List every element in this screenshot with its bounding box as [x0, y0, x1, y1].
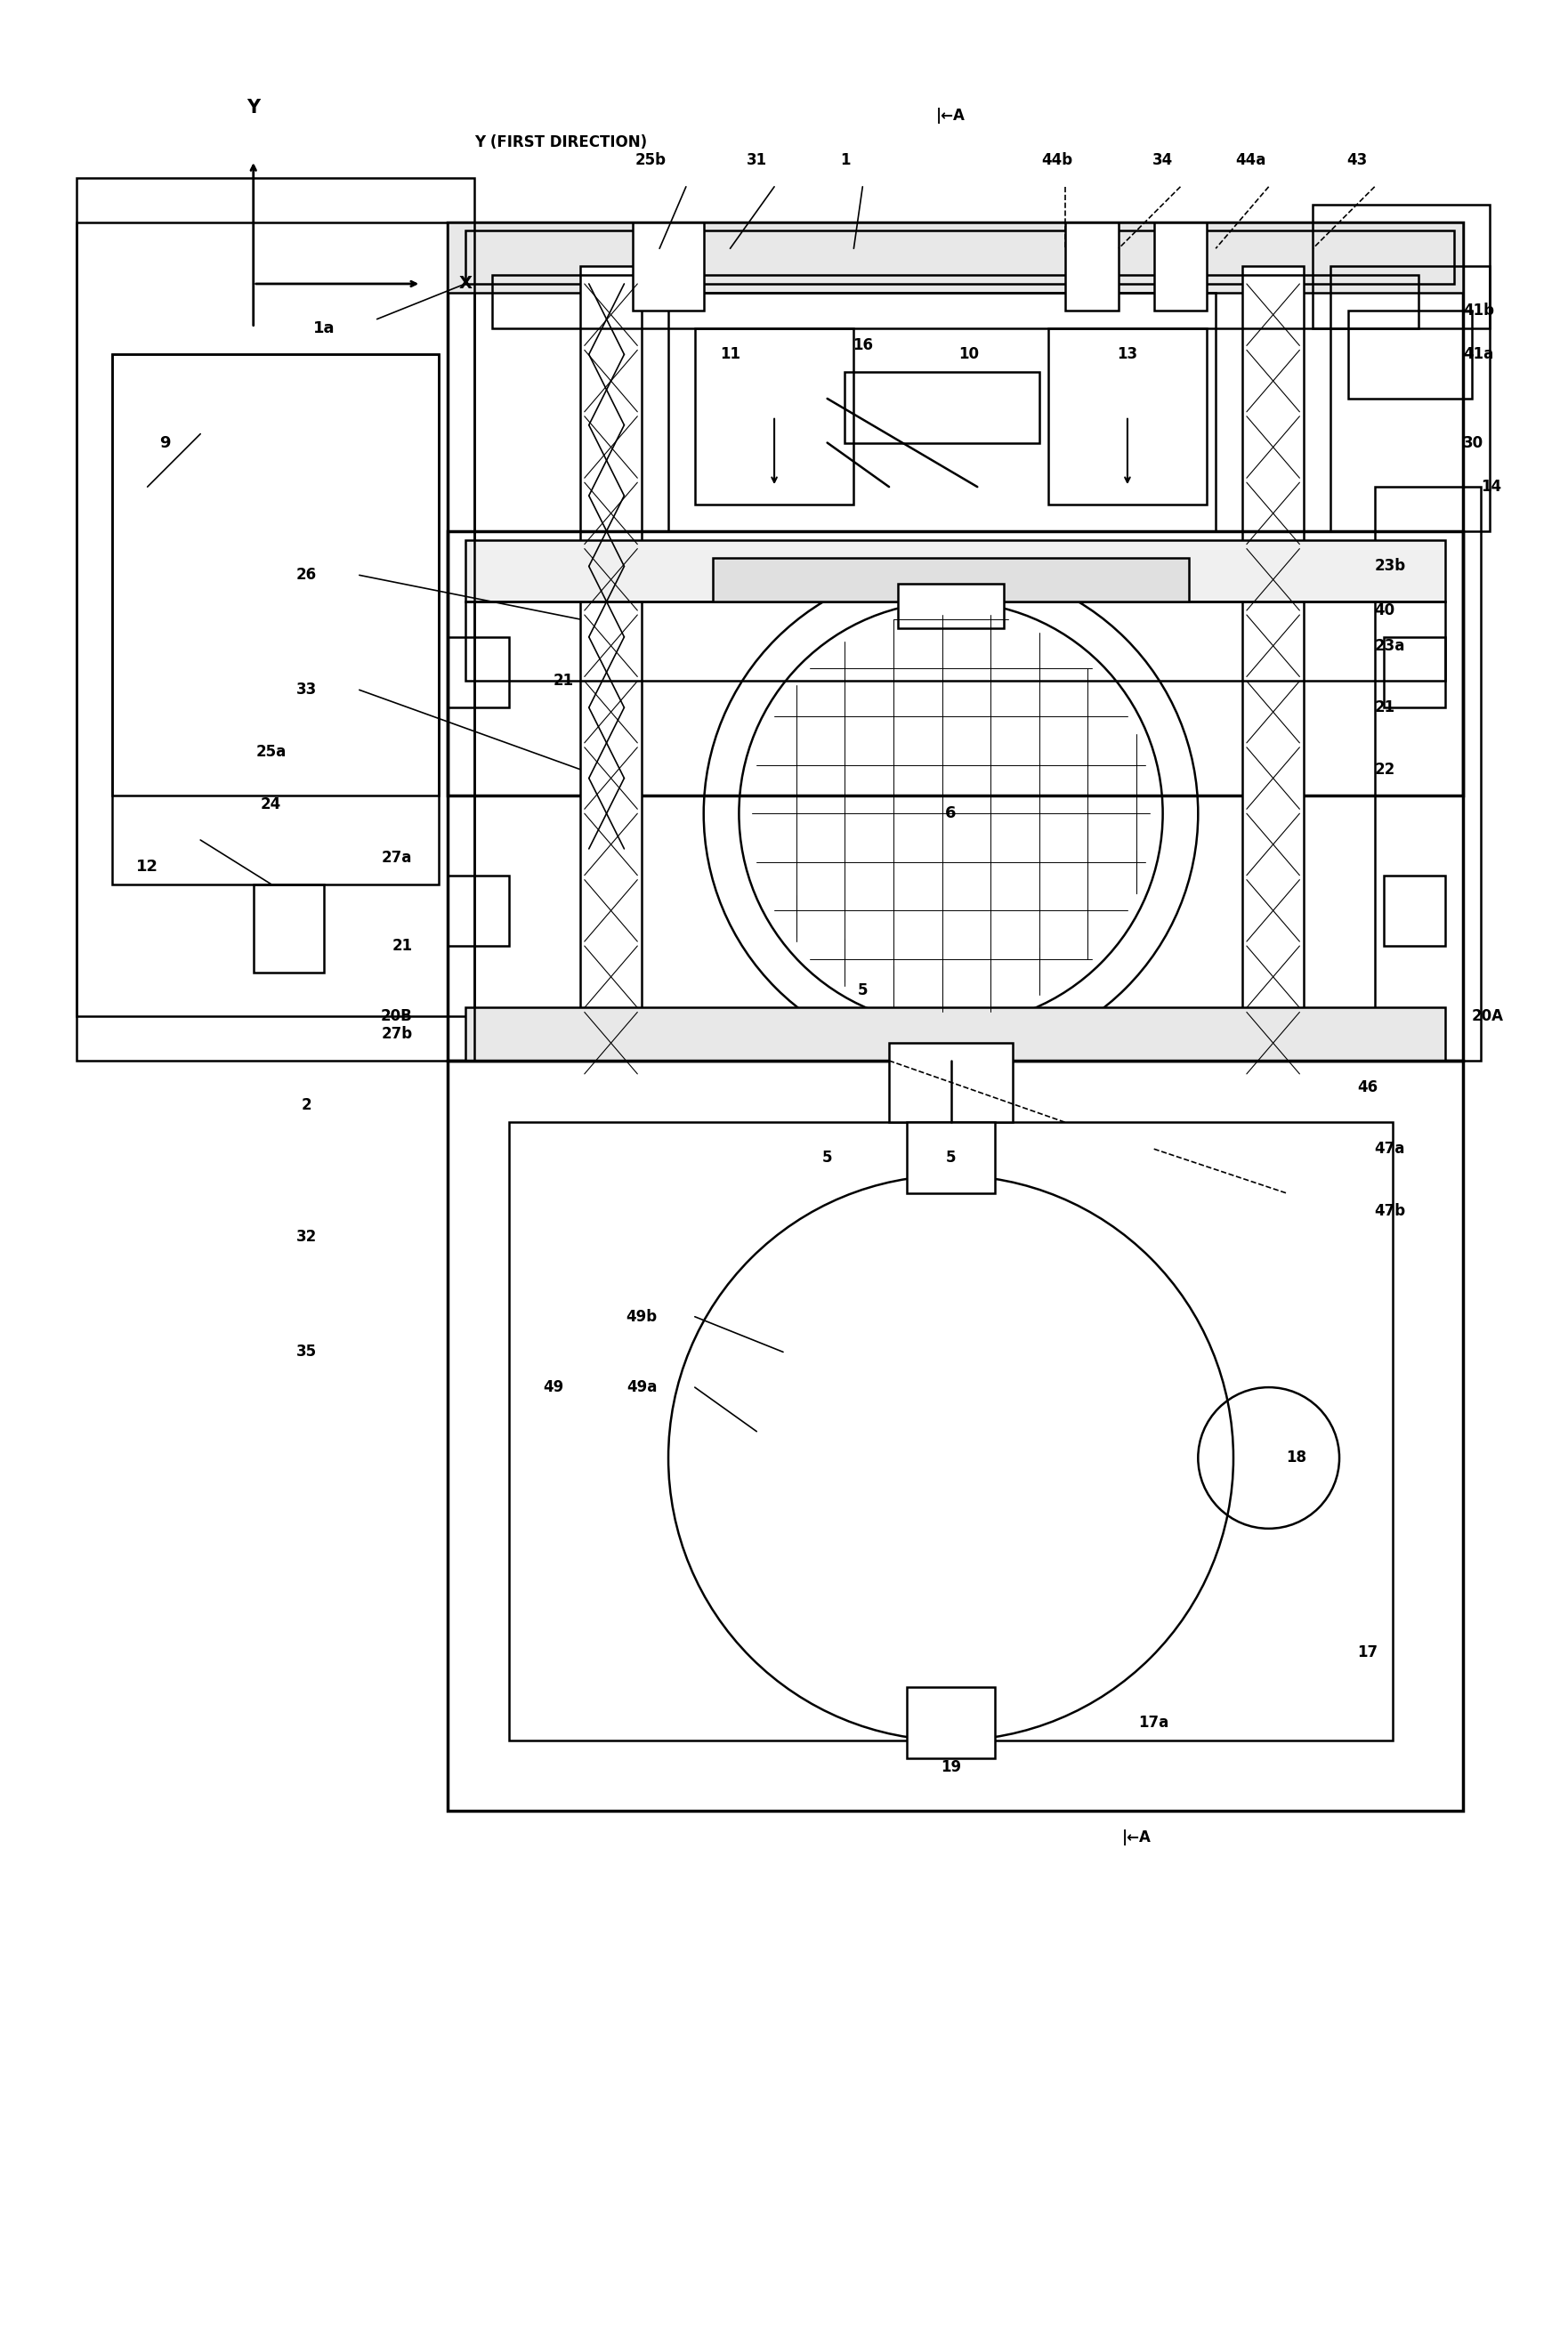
Text: 14: 14	[1480, 479, 1501, 496]
Text: 26: 26	[296, 566, 317, 583]
Text: 21: 21	[554, 672, 574, 689]
Text: 30: 30	[1463, 435, 1483, 451]
Bar	[1312, 204, 1490, 329]
Text: 49a: 49a	[627, 1379, 657, 1396]
Bar	[466, 540, 1446, 602]
Bar	[466, 230, 1454, 284]
Bar	[1242, 266, 1305, 1060]
Text: 33: 33	[296, 682, 317, 698]
Bar	[77, 221, 474, 1018]
Text: 32: 32	[296, 1229, 317, 1246]
Text: 19: 19	[941, 1758, 961, 1774]
Bar	[510, 1123, 1392, 1741]
Bar	[845, 371, 1040, 442]
Text: Y: Y	[246, 99, 260, 115]
Bar	[466, 602, 1446, 682]
Bar	[1154, 221, 1207, 310]
Text: 23b: 23b	[1375, 559, 1406, 573]
Bar	[1348, 310, 1472, 400]
Bar	[906, 1123, 996, 1194]
Bar	[889, 1043, 1013, 1123]
Bar	[580, 266, 641, 1060]
Text: 47b: 47b	[1375, 1203, 1406, 1220]
Text: 41a: 41a	[1463, 345, 1493, 362]
Text: Y (FIRST DIRECTION): Y (FIRST DIRECTION)	[474, 134, 648, 150]
Bar	[77, 179, 474, 1060]
Bar	[447, 874, 510, 947]
Text: 10: 10	[958, 345, 978, 362]
Bar	[1383, 637, 1446, 707]
Bar	[447, 221, 1463, 294]
Text: 44a: 44a	[1236, 153, 1267, 169]
Text: 40: 40	[1375, 602, 1396, 618]
Text: |←A: |←A	[1121, 1831, 1151, 1845]
Bar	[492, 275, 1419, 329]
Text: 47a: 47a	[1375, 1142, 1405, 1156]
Bar	[633, 221, 704, 310]
Text: 9: 9	[160, 435, 171, 451]
Bar	[906, 1687, 996, 1758]
Bar	[1066, 221, 1118, 310]
Bar	[447, 531, 1463, 1060]
Bar	[466, 1008, 1446, 1060]
Text: 49: 49	[543, 1379, 564, 1396]
Bar	[1375, 486, 1480, 1060]
Text: 22: 22	[1375, 761, 1396, 778]
Text: |←A: |←A	[936, 108, 966, 125]
Text: 2: 2	[301, 1097, 312, 1114]
Text: 5: 5	[822, 1149, 833, 1166]
Text: 17a: 17a	[1138, 1716, 1170, 1732]
Text: 21: 21	[392, 938, 412, 954]
Text: 23a: 23a	[1375, 637, 1405, 653]
Bar	[447, 637, 510, 707]
Text: 18: 18	[1286, 1450, 1306, 1466]
Text: 34: 34	[1152, 153, 1173, 169]
Text: 46: 46	[1356, 1079, 1378, 1095]
Text: 1a: 1a	[314, 320, 336, 336]
Bar	[113, 355, 439, 884]
Text: 17: 17	[1356, 1645, 1378, 1659]
Bar	[1047, 329, 1207, 505]
Bar	[695, 329, 853, 505]
Bar	[254, 884, 325, 973]
Bar	[898, 583, 1004, 627]
Text: 41b: 41b	[1463, 303, 1494, 317]
Text: 35: 35	[296, 1344, 317, 1361]
Text: 20B: 20B	[381, 1008, 412, 1025]
Text: 31: 31	[746, 153, 767, 169]
Text: 5: 5	[858, 982, 867, 999]
Text: 44b: 44b	[1041, 153, 1073, 169]
Text: 20A: 20A	[1472, 1008, 1504, 1025]
Bar	[447, 221, 1463, 797]
Text: 1: 1	[840, 153, 850, 169]
Text: 11: 11	[720, 345, 740, 362]
Text: X: X	[458, 275, 472, 291]
Bar	[668, 294, 1215, 531]
Text: 27a: 27a	[381, 851, 412, 865]
Text: 49b: 49b	[626, 1309, 657, 1325]
Text: 13: 13	[1116, 345, 1138, 362]
Bar	[1331, 266, 1490, 531]
Text: 25a: 25a	[256, 743, 287, 759]
Text: 16: 16	[853, 338, 873, 352]
Text: 24: 24	[260, 797, 281, 813]
Bar	[113, 355, 439, 797]
Text: 6: 6	[946, 806, 956, 822]
Text: 12: 12	[136, 858, 158, 874]
Text: 27b: 27b	[381, 1027, 412, 1041]
Text: 5: 5	[946, 1149, 956, 1166]
Text: 21: 21	[1375, 700, 1396, 714]
Text: 25b: 25b	[635, 153, 666, 169]
Bar	[1383, 874, 1446, 947]
Bar	[712, 557, 1189, 602]
Text: 43: 43	[1347, 153, 1367, 169]
Bar	[447, 1060, 1463, 1812]
